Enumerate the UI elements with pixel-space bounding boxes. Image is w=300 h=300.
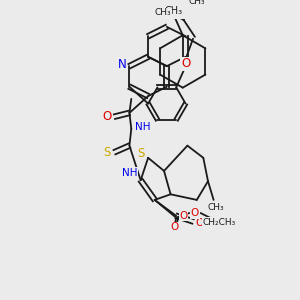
Text: NH: NH (122, 168, 137, 178)
Text: O: O (102, 110, 112, 123)
Text: S: S (137, 147, 144, 160)
Text: S: S (103, 146, 111, 159)
Text: O: O (196, 218, 204, 228)
Text: CH₃: CH₃ (188, 0, 205, 6)
Text: CH₃: CH₃ (164, 6, 182, 16)
Text: O: O (181, 58, 190, 70)
Text: O: O (170, 222, 178, 232)
Text: CH₃: CH₃ (155, 8, 171, 17)
Text: O: O (191, 208, 199, 218)
Text: NH: NH (135, 122, 150, 132)
Text: O: O (179, 211, 188, 221)
Text: CH₃: CH₃ (207, 203, 224, 212)
Text: CH₂CH₃: CH₂CH₃ (202, 218, 236, 227)
Text: N: N (118, 58, 126, 71)
